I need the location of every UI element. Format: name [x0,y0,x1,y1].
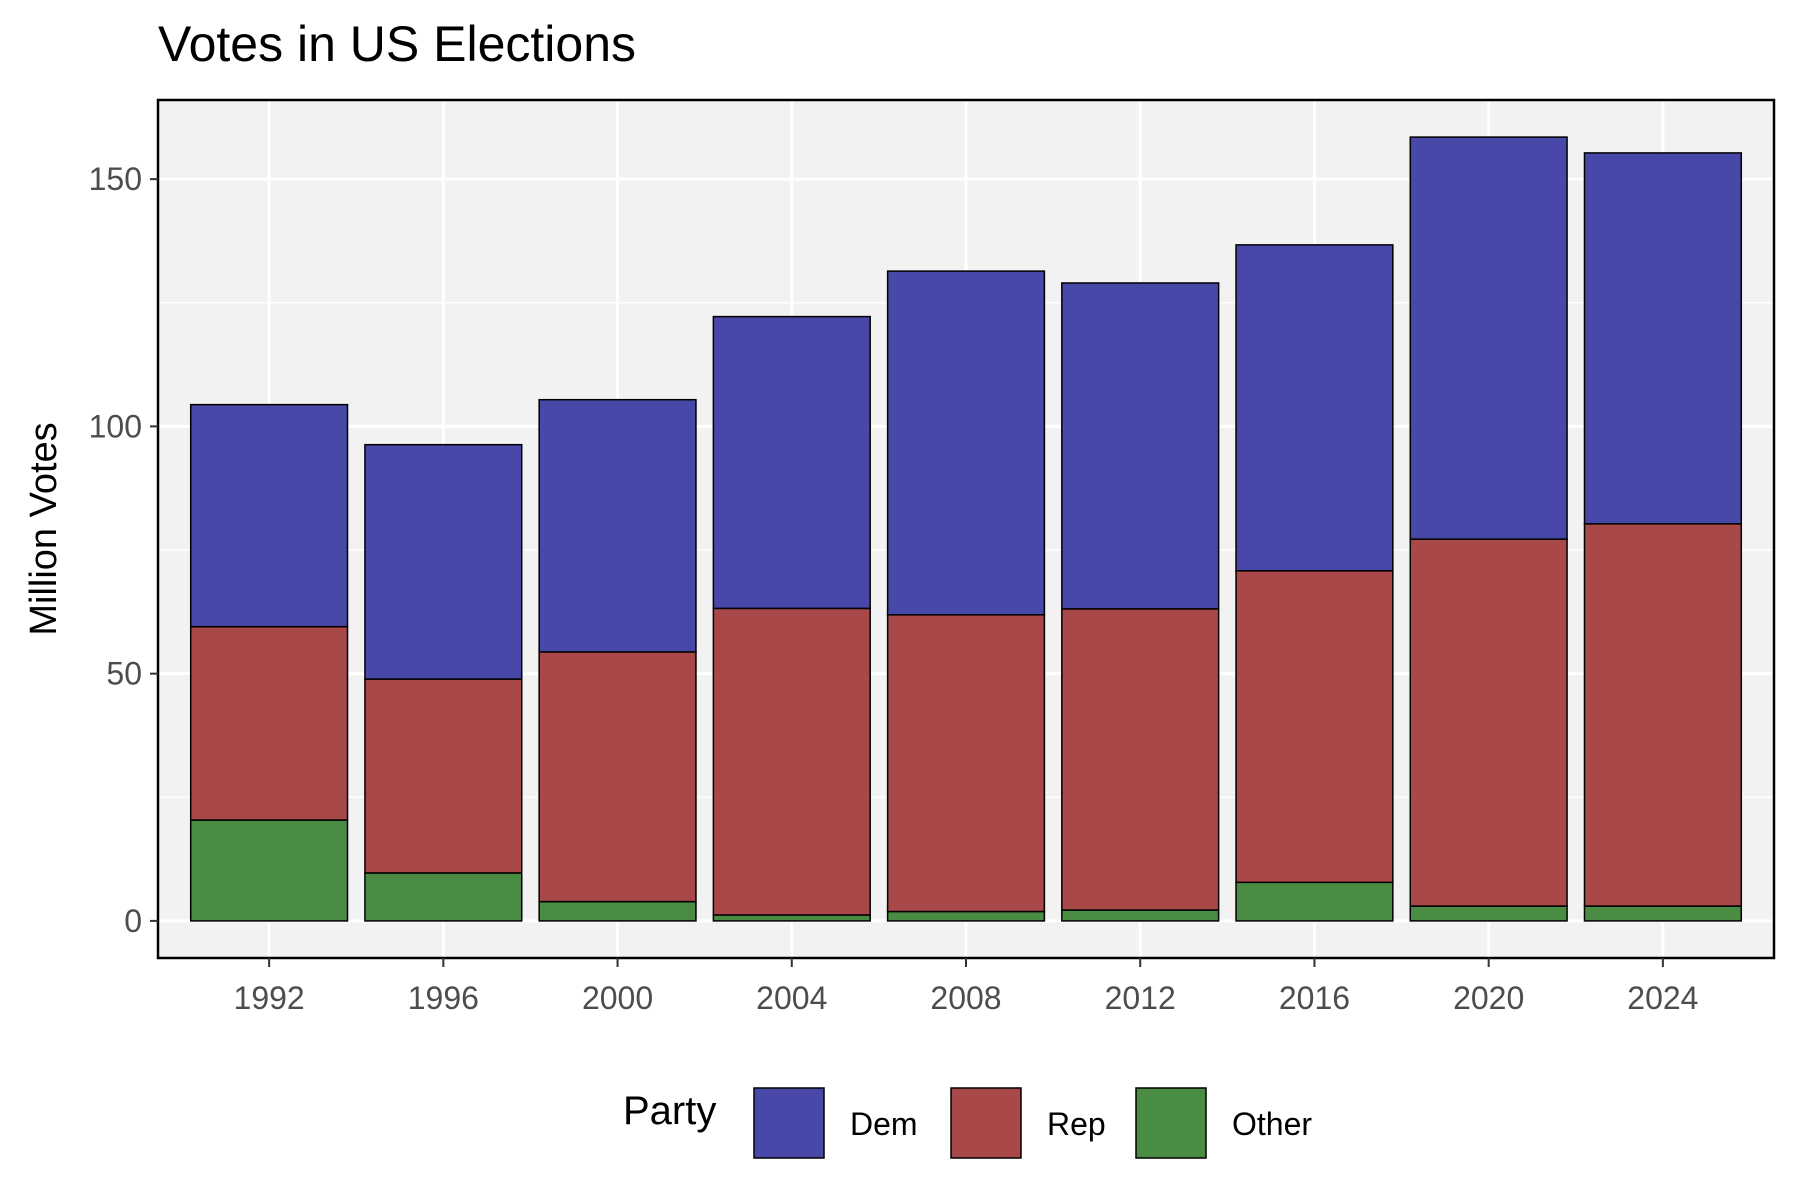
x-tick-label: 2024 [1627,980,1698,1016]
bar-dem-2020 [1409,136,1568,540]
chart-title: Votes in US Elections [158,16,636,72]
bar-dem-2024 [1583,152,1743,525]
bar-other-2004 [712,914,871,922]
x-tick-label: 1992 [234,980,305,1016]
x-tick-label: 2020 [1453,980,1524,1016]
y-tick-label: 150 [89,161,142,197]
bar-dem-2012 [1061,282,1220,610]
legend: Party Dem Rep Other [623,1087,1312,1159]
x-tick-label: 2004 [756,980,827,1016]
x-tick-label: 2008 [930,980,1001,1016]
bar-dem-2000 [538,398,697,653]
bar-rep-2012 [1061,608,1220,911]
x-tick-label: 2000 [582,980,653,1016]
y-axis: 0 50 100 150 [89,161,158,939]
bar-other-1992 [189,819,349,922]
bar-dem-2016 [1235,244,1394,572]
legend-title: Party [623,1089,716,1133]
bar-other-2016 [1235,881,1394,922]
bar-rep-2004 [712,607,871,916]
y-tick-label: 0 [124,903,142,939]
bar-rep-1996 [364,678,523,874]
bar-other-2000 [538,900,697,922]
bar-rep-2024 [1583,523,1743,907]
legend-key-dem [753,1087,825,1159]
bar-dem-1992 [189,403,349,628]
bar-rep-2000 [538,651,697,903]
bar-rep-2008 [886,614,1046,913]
bar-rep-2020 [1409,538,1568,907]
bars [189,136,1743,922]
legend-label-other: Other [1232,1106,1312,1142]
bar-other-2024 [1583,905,1743,922]
legend-label-dem: Dem [850,1106,918,1142]
y-axis-title: Million Votes [23,422,65,635]
y-tick-label: 50 [106,656,142,692]
bar-dem-1996 [364,443,523,680]
bar-other-1996 [364,872,523,922]
bar-other-2012 [1061,909,1220,922]
legend-key-other [1135,1087,1207,1159]
legend-key-rep [950,1087,1022,1159]
bar-other-2020 [1409,905,1568,922]
legend-label-rep: Rep [1047,1106,1106,1142]
bar-rep-1992 [189,625,349,821]
x-tick-label: 2012 [1105,980,1176,1016]
bar-rep-2016 [1235,570,1394,884]
y-tick-label: 100 [89,408,142,444]
bar-dem-2004 [712,315,871,610]
x-tick-label: 2016 [1279,980,1350,1016]
x-axis: 1992 1996 2000 2004 2008 2012 2016 2020 2024 [234,958,1698,1016]
bar-dem-2008 [886,270,1046,616]
x-tick-label: 1996 [408,980,479,1016]
bar-other-2008 [886,910,1046,922]
